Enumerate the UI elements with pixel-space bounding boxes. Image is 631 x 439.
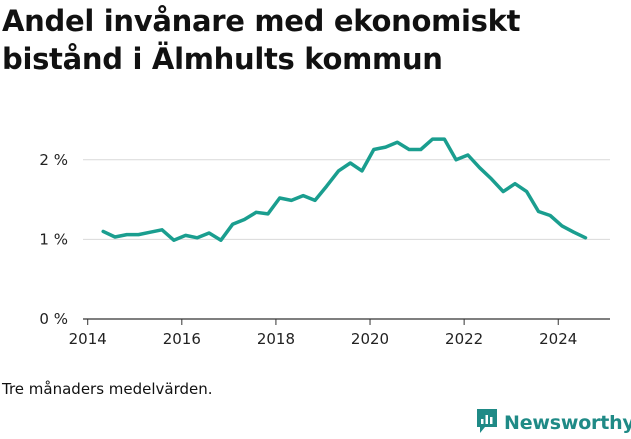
x-tick-label: 2014	[69, 330, 107, 348]
x-axis-tick-labels: 2014 2016 2018 2020 2022 2024	[69, 319, 577, 348]
x-tick-label: 2016	[163, 330, 201, 348]
y-tick-label: 0 %	[39, 310, 68, 328]
x-tick-label: 2022	[445, 330, 483, 348]
x-tick-label: 2024	[539, 330, 577, 348]
newsworthy-logo-icon	[476, 408, 498, 438]
chart-title: Andel invånare med ekonomiskt bistånd i …	[2, 4, 521, 76]
line-chart: 0 % 1 % 2 % 2014 2016 2018 2020 2022 2024	[39, 137, 610, 348]
footnote: Tre månaders medelvärden.	[2, 380, 213, 398]
newsworthy-brand[interactable]: Newsworthy	[476, 408, 631, 438]
data-series	[101, 137, 588, 242]
y-axis-tick-labels: 0 % 1 % 2 %	[39, 151, 68, 328]
y-tick-label: 2 %	[39, 151, 68, 169]
series-line	[101, 137, 588, 242]
x-tick-label: 2020	[351, 330, 389, 348]
x-tick-label: 2018	[257, 330, 295, 348]
brand-name: Newsworthy	[504, 412, 631, 434]
y-tick-label: 1 %	[39, 230, 68, 248]
